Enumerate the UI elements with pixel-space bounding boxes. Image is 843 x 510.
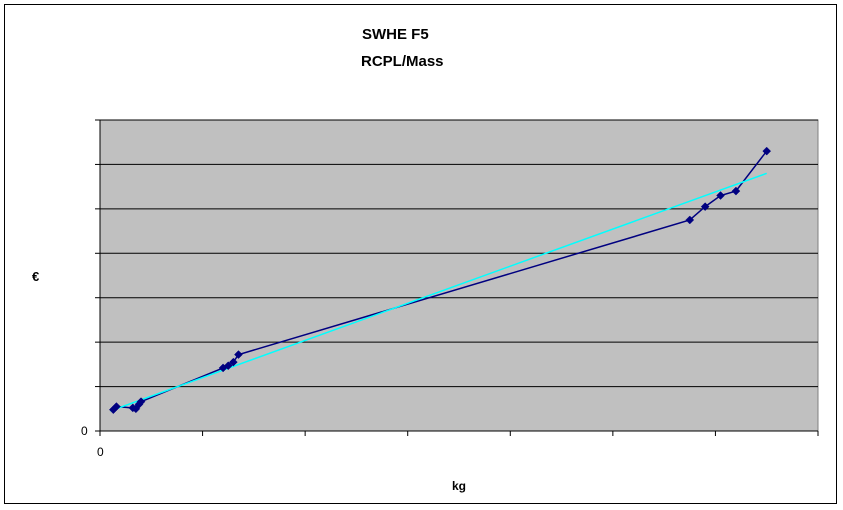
- chart-title: SWHE F5: [362, 26, 429, 43]
- data-point: [762, 146, 772, 156]
- data-point: [136, 397, 146, 407]
- data-point: [228, 357, 238, 367]
- data-point: [685, 215, 695, 225]
- data-point: [716, 191, 725, 200]
- trendline: [110, 172, 767, 412]
- x-tick-label-0: 0: [97, 445, 104, 459]
- y-axis-label: €: [32, 269, 40, 284]
- data-point: [731, 186, 741, 196]
- x-axis-label: kg: [452, 479, 467, 493]
- data-point: [112, 402, 121, 411]
- data-point: [223, 361, 233, 371]
- chart-subtitle: RCPL/Mass: [361, 53, 444, 70]
- data-point: [700, 202, 710, 211]
- data-point: [234, 350, 243, 359]
- plot-area: [99, 119, 819, 432]
- y-tick-label-0: 0: [81, 424, 88, 438]
